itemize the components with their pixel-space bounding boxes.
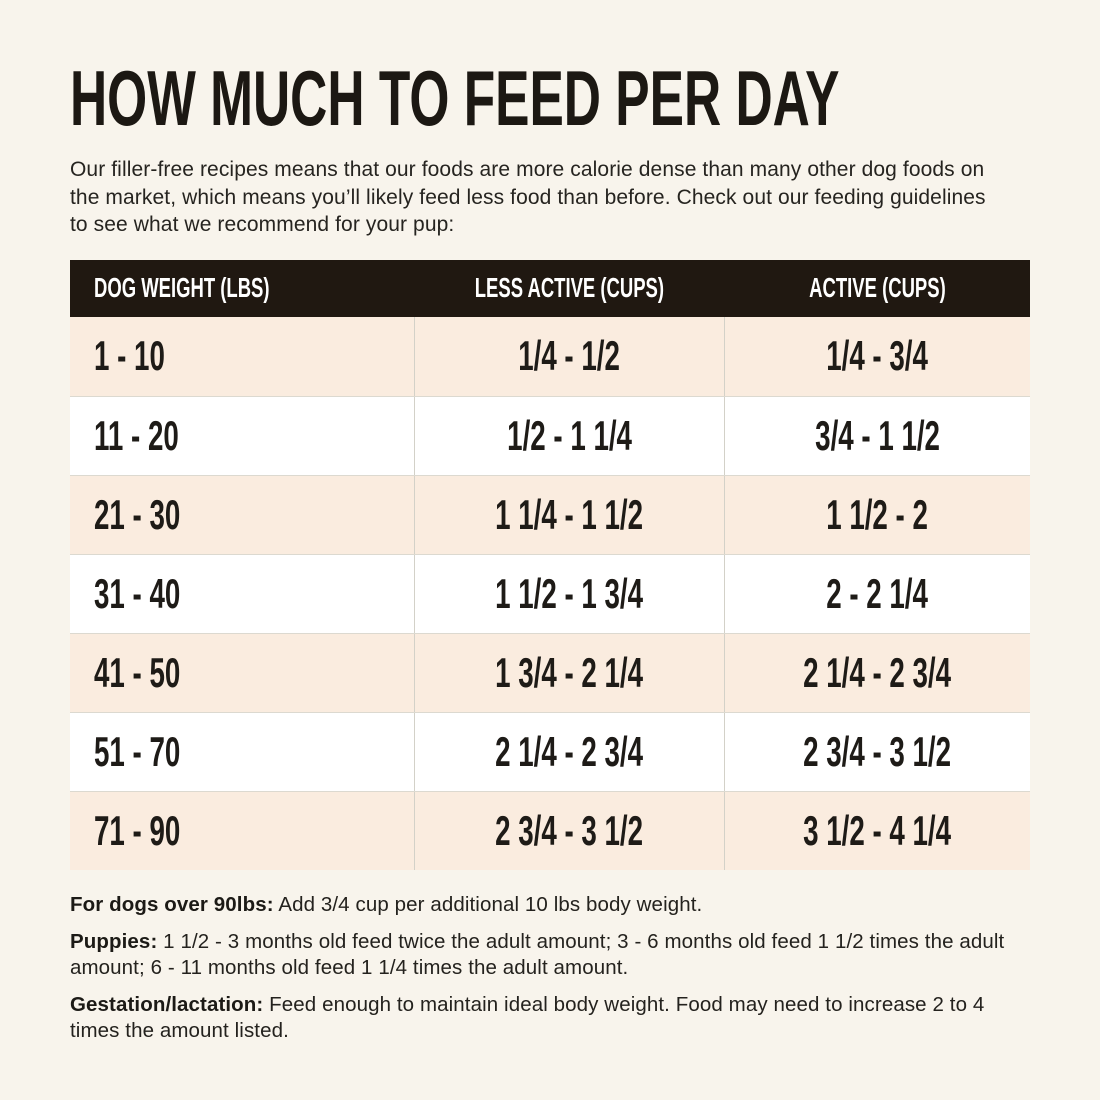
column-header-dog-weight: DOG WEIGHT (LBS) bbox=[94, 272, 270, 304]
less-active-cell: 1 3/4 - 2 1/4 bbox=[414, 633, 724, 712]
weight-cell-text: 41 - 50 bbox=[94, 648, 181, 696]
note-gestation-text: Feed enough to maintain ideal body weigh… bbox=[70, 993, 985, 1042]
table-row: 71 - 90 2 3/4 - 3 1/2 3 1/2 - 4 1/4 bbox=[70, 790, 1030, 870]
active-cell-text: 2 3/4 - 3 1/2 bbox=[803, 727, 952, 775]
note-over-90lbs: For dogs over 90lbs: Add 3/4 cup per add… bbox=[70, 892, 1015, 918]
weight-cell-text: 51 - 70 bbox=[94, 727, 181, 775]
active-cell: 2 - 2 1/4 bbox=[724, 554, 1030, 633]
weight-cell-text: 71 - 90 bbox=[94, 806, 181, 854]
table-row: 41 - 50 1 3/4 - 2 1/4 2 1/4 - 2 3/4 bbox=[70, 632, 1030, 712]
intro-paragraph: Our filler-free recipes means that our f… bbox=[70, 158, 986, 237]
feeding-table-body: 1 - 10 1/4 - 1/2 1/4 - 3/4 11 - 20 1/2 - 1 1… bbox=[70, 316, 1030, 870]
active-cell: 3/4 - 1 1/2 bbox=[724, 396, 1030, 475]
table-row: 1 - 10 1/4 - 1/2 1/4 - 3/4 bbox=[70, 316, 1030, 396]
feeding-table: DOG WEIGHT (LBS) LESS ACTIVE (CUPS) ACTI… bbox=[70, 259, 1030, 870]
active-cell-text: 2 1/4 - 2 3/4 bbox=[803, 648, 952, 696]
note-puppies-text: 1 1/2 - 3 months old feed twice the adul… bbox=[70, 930, 1005, 979]
less-active-cell-text: 2 1/4 - 2 3/4 bbox=[495, 727, 644, 775]
note-gestation-label: Gestation/lactation: bbox=[70, 993, 264, 1017]
note-puppies: Puppies: 1 1/2 - 3 months old feed twice… bbox=[70, 929, 1015, 980]
active-cell-text: 1 1/2 - 2 bbox=[826, 490, 929, 538]
weight-cell: 21 - 30 bbox=[70, 476, 414, 554]
active-cell: 3 1/2 - 4 1/4 bbox=[724, 791, 1030, 870]
weight-cell: 51 - 70 bbox=[70, 713, 414, 791]
active-cell-text: 3/4 - 1 1/2 bbox=[815, 411, 940, 459]
table-row: 21 - 30 1 1/4 - 1 1/2 1 1/2 - 2 bbox=[70, 474, 1030, 554]
active-cell-text: 1/4 - 3/4 bbox=[826, 332, 929, 380]
active-cell-text: 3 1/2 - 4 1/4 bbox=[803, 806, 952, 854]
weight-cell: 11 - 20 bbox=[70, 397, 414, 475]
column-header-active: ACTIVE (CUPS) bbox=[808, 272, 946, 304]
active-cell: 2 3/4 - 3 1/2 bbox=[724, 712, 1030, 791]
footnotes: For dogs over 90lbs: Add 3/4 cup per add… bbox=[70, 892, 1015, 1044]
less-active-cell: 2 3/4 - 3 1/2 bbox=[414, 791, 724, 870]
less-active-cell: 1 1/2 - 1 3/4 bbox=[414, 554, 724, 633]
note-over-90lbs-label: For dogs over 90lbs: bbox=[70, 892, 274, 916]
active-cell: 1/4 - 3/4 bbox=[724, 316, 1030, 396]
less-active-cell-text: 1 1/2 - 1 3/4 bbox=[495, 569, 644, 617]
column-header-less-active: LESS ACTIVE (CUPS) bbox=[474, 272, 664, 304]
active-cell-text: 2 - 2 1/4 bbox=[826, 569, 929, 617]
note-puppies-label: Puppies: bbox=[70, 930, 158, 954]
page-title: HOW MUCH TO FEED PER DAY bbox=[70, 56, 1030, 140]
table-row: 11 - 20 1/2 - 1 1/4 3/4 - 1 1/2 bbox=[70, 395, 1030, 475]
note-over-90lbs-text: Add 3/4 cup per additional 10 lbs body w… bbox=[278, 892, 703, 916]
less-active-cell-text: 1 3/4 - 2 1/4 bbox=[495, 648, 644, 696]
less-active-cell: 1 1/4 - 1 1/2 bbox=[414, 475, 724, 554]
weight-cell-text: 21 - 30 bbox=[94, 490, 181, 538]
less-active-cell: 1/4 - 1/2 bbox=[414, 316, 724, 396]
less-active-cell: 2 1/4 - 2 3/4 bbox=[414, 712, 724, 791]
weight-cell: 1 - 10 bbox=[70, 317, 414, 396]
feeding-table-header: DOG WEIGHT (LBS) LESS ACTIVE (CUPS) ACTI… bbox=[70, 259, 1030, 317]
table-row: 51 - 70 2 1/4 - 2 3/4 2 3/4 - 3 1/2 bbox=[70, 711, 1030, 791]
page-title-text: HOW MUCH TO FEED PER DAY bbox=[70, 54, 840, 142]
active-cell: 2 1/4 - 2 3/4 bbox=[724, 633, 1030, 712]
weight-cell: 31 - 40 bbox=[70, 555, 414, 633]
content-area: HOW MUCH TO FEED PER DAY Our filler-free… bbox=[70, 56, 1030, 1044]
active-cell: 1 1/2 - 2 bbox=[724, 475, 1030, 554]
table-row: 31 - 40 1 1/2 - 1 3/4 2 - 2 1/4 bbox=[70, 553, 1030, 633]
weight-cell: 71 - 90 bbox=[70, 792, 414, 870]
weight-cell-text: 11 - 20 bbox=[94, 411, 179, 459]
less-active-cell-text: 1 1/4 - 1 1/2 bbox=[495, 490, 644, 538]
note-gestation: Gestation/lactation: Feed enough to main… bbox=[70, 992, 1015, 1043]
weight-cell-text: 31 - 40 bbox=[94, 569, 181, 617]
less-active-cell: 1/2 - 1 1/4 bbox=[414, 396, 724, 475]
weight-cell-text: 1 - 10 bbox=[94, 332, 165, 380]
less-active-cell-text: 1/4 - 1/2 bbox=[518, 332, 621, 380]
less-active-cell-text: 2 3/4 - 3 1/2 bbox=[495, 806, 644, 854]
weight-cell: 41 - 50 bbox=[70, 634, 414, 712]
less-active-cell-text: 1/2 - 1 1/4 bbox=[507, 411, 632, 459]
